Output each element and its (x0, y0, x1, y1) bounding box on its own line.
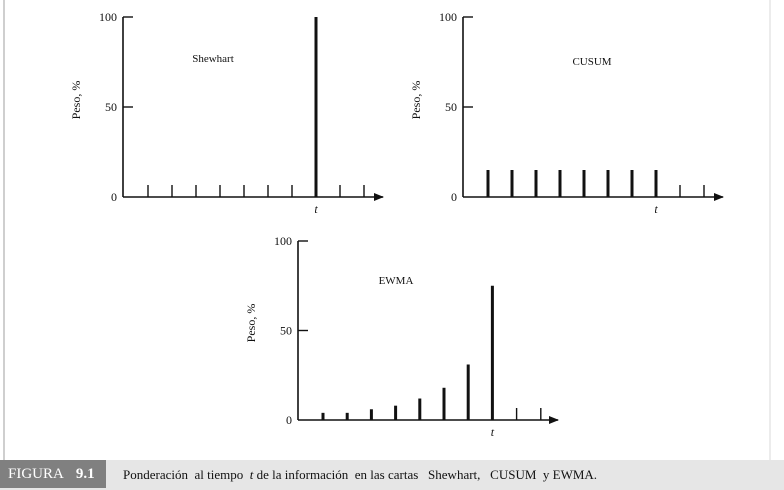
chart-title: EWMA (379, 275, 414, 287)
caption-t: t (249, 467, 254, 482)
chart-ewma: 0 50 100 Peso, % EWMA t (244, 234, 559, 439)
y-tick-label: 0 (286, 413, 292, 427)
chart-shewhart: 0 50 100 Peso, % Shewhart t (69, 10, 384, 216)
figure-label-word: FIGURA (8, 466, 64, 482)
y-axis-label: Peso, % (69, 81, 83, 120)
y-tick-label: 0 (451, 190, 457, 204)
y-tick-label: 50 (105, 100, 117, 114)
x-axis-label: t (314, 202, 318, 216)
y-axis-label: Peso, % (244, 304, 258, 343)
chart-title: Shewhart (192, 53, 234, 65)
y-tick-label: 0 (111, 190, 117, 204)
x-axis-label: t (491, 425, 495, 439)
caption-part-2: de la información en las cartas Shewhart… (253, 467, 598, 482)
chart-title: CUSUM (572, 56, 611, 68)
figure-label: FIGURA 9.1 (0, 460, 106, 488)
y-tick-label: 100 (99, 10, 117, 24)
y-tick-label: 100 (439, 10, 457, 24)
caption-bar (0, 460, 784, 490)
y-axis-label: Peso, % (409, 81, 423, 120)
chart-cusum: 0 50 100 Peso, % CUSUM t (409, 10, 724, 216)
y-tick-label: 100 (274, 234, 292, 248)
charts-group: 0 50 100 Peso, % Shewhart t 0 50 100 Peso, % CUSUM… (69, 10, 724, 439)
y-tick-label: 50 (280, 324, 292, 338)
caption-part-1: Ponderación al tiempo (123, 467, 250, 482)
x-axis-label: t (654, 202, 658, 216)
y-tick-label: 50 (445, 100, 457, 114)
figure-number: 9.1 (75, 466, 95, 482)
figure-caption: Ponderación al tiempo t de la informació… (123, 460, 597, 488)
